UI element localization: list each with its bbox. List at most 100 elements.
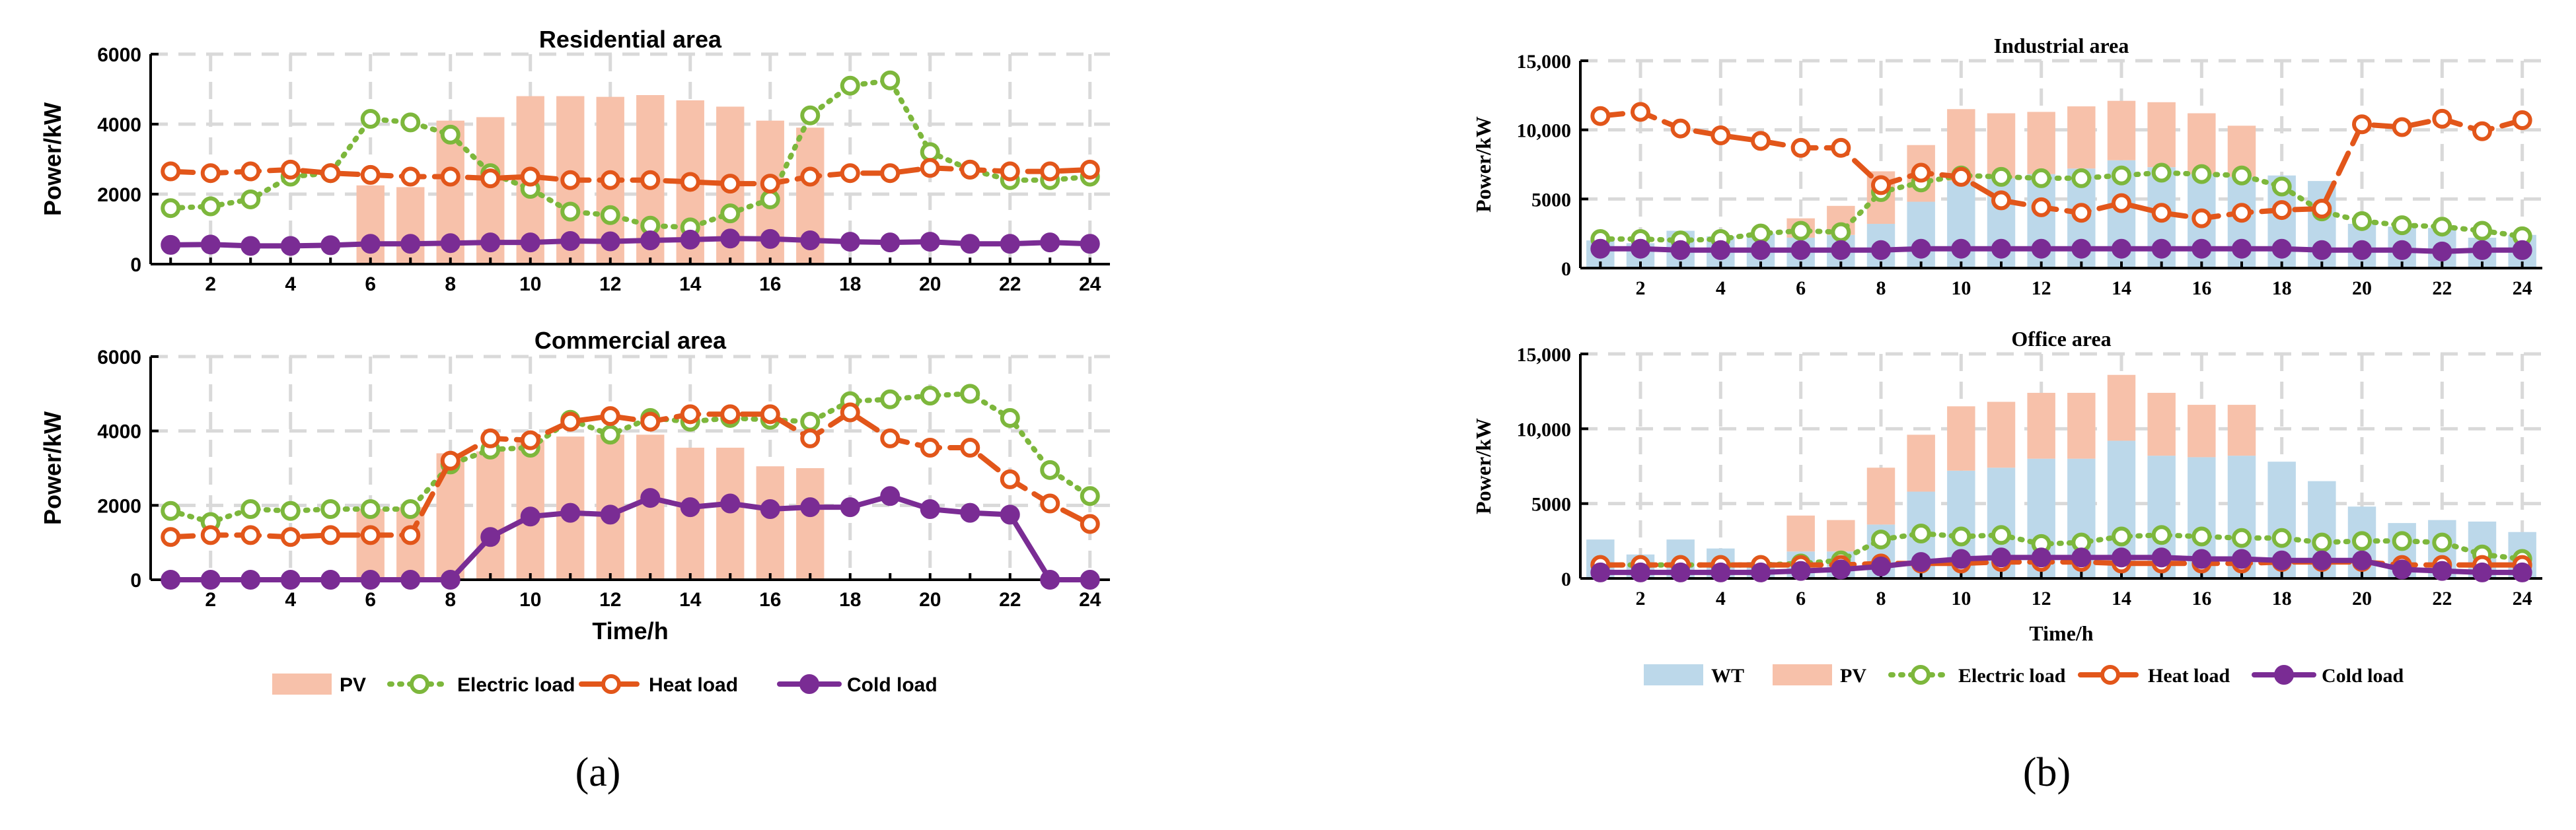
point-electric-load bbox=[2271, 176, 2292, 197]
bar-pv bbox=[2067, 106, 2096, 169]
legend-item-cold-load: Cold load bbox=[777, 674, 938, 696]
point-heat-load bbox=[1711, 125, 1731, 146]
point-heat-load bbox=[2071, 203, 2092, 223]
point-electric-load bbox=[2191, 526, 2212, 547]
x-tick-label: 4 bbox=[285, 589, 296, 611]
point-heat-load bbox=[1751, 131, 1771, 151]
x-tick-label: 6 bbox=[1796, 588, 1806, 609]
point-cold-load bbox=[720, 228, 741, 249]
point-heat-load bbox=[2392, 117, 2412, 137]
point-cold-load bbox=[640, 488, 661, 508]
x-tick-label: 20 bbox=[2352, 588, 2372, 609]
x-tick-label: 18 bbox=[2272, 588, 2292, 609]
x-tick-label: 8 bbox=[1876, 277, 1886, 299]
point-heat-load bbox=[440, 450, 460, 471]
x-tick-label: 12 bbox=[2032, 277, 2051, 299]
point-cold-load bbox=[360, 234, 381, 254]
line-heat-load bbox=[1598, 109, 2525, 221]
series-cold-load bbox=[161, 228, 1100, 256]
x-tick-label: 22 bbox=[999, 273, 1021, 295]
point-electric-load bbox=[2191, 164, 2212, 184]
point-cold-load bbox=[880, 232, 901, 253]
point-cold-load bbox=[2392, 240, 2412, 260]
point-electric-load bbox=[1751, 223, 1771, 244]
x-tick-label: 24 bbox=[2513, 588, 2532, 609]
x-tick-label: 10 bbox=[1951, 588, 1971, 609]
point-heat-load bbox=[600, 170, 620, 190]
legend-item-cold-load: Cold load bbox=[2252, 665, 2404, 687]
point-heat-load bbox=[400, 166, 421, 187]
x-tick-label: 2 bbox=[1636, 277, 1646, 299]
point-heat-load bbox=[600, 406, 620, 427]
point-cold-load bbox=[1751, 562, 1771, 582]
x-tick-label: 16 bbox=[759, 589, 781, 611]
point-cold-load bbox=[2232, 549, 2252, 569]
y-tick-label: 0 bbox=[1561, 258, 1571, 280]
y-tick-label: 10,000 bbox=[1517, 419, 1572, 440]
x-tick-label: 10 bbox=[519, 273, 541, 295]
x-tick-label: 14 bbox=[2112, 588, 2131, 609]
point-heat-load bbox=[320, 525, 341, 545]
x-tick-label: 16 bbox=[2191, 277, 2211, 299]
x-tick-label: 24 bbox=[1079, 273, 1101, 295]
point-heat-load bbox=[1911, 162, 1931, 183]
x-tick-label: 10 bbox=[1951, 277, 1971, 299]
point-cold-load bbox=[560, 231, 581, 252]
point-heat-load bbox=[880, 163, 901, 184]
point-cold-load bbox=[560, 502, 581, 523]
line-electric-load bbox=[1598, 170, 2525, 244]
point-cold-load bbox=[2512, 240, 2532, 260]
point-cold-load bbox=[1790, 561, 1811, 581]
point-cold-load bbox=[2151, 547, 2172, 568]
panel-label-b: (b) bbox=[2023, 750, 2071, 795]
point-cold-load bbox=[1590, 238, 1611, 259]
point-heat-load bbox=[720, 404, 741, 425]
point-electric-load bbox=[2031, 168, 2051, 188]
point-cold-load bbox=[2432, 241, 2452, 261]
point-electric-load bbox=[560, 201, 581, 222]
point-cold-load bbox=[960, 502, 980, 523]
point-electric-load bbox=[2232, 165, 2252, 186]
y-tick-label: 6000 bbox=[97, 44, 141, 66]
line-cold-load bbox=[168, 236, 1093, 249]
point-heat-load bbox=[1670, 118, 1691, 139]
point-heat-load bbox=[480, 168, 501, 189]
point-heat-load bbox=[161, 161, 181, 182]
point-heat-load bbox=[240, 525, 261, 545]
point-cold-load bbox=[320, 570, 341, 590]
legend-b: WT PV Electric load Heat load Cold load bbox=[1644, 664, 2404, 687]
x-tick-label: 24 bbox=[2513, 277, 2532, 299]
bar-pv bbox=[2027, 112, 2055, 174]
point-electric-load bbox=[400, 112, 421, 133]
point-heat-load bbox=[1951, 166, 1971, 187]
point-electric-load bbox=[2392, 215, 2412, 236]
point-cold-load bbox=[760, 228, 780, 249]
point-electric-load bbox=[2151, 525, 2172, 545]
x-tick-label: 8 bbox=[445, 589, 456, 611]
point-heat-load bbox=[440, 166, 460, 187]
point-cold-load bbox=[240, 236, 261, 256]
point-heat-load bbox=[760, 174, 780, 194]
point-heat-load bbox=[2031, 197, 2051, 217]
point-heat-load bbox=[1590, 106, 1611, 126]
point-cold-load bbox=[2352, 550, 2372, 571]
point-electric-load bbox=[2392, 531, 2412, 551]
legend-marker-heat-load bbox=[2100, 665, 2120, 685]
point-heat-load bbox=[1000, 161, 1020, 182]
point-cold-load bbox=[1080, 234, 1100, 254]
bar-pv bbox=[716, 448, 745, 580]
point-cold-load bbox=[1871, 240, 1891, 260]
legend-swatch-pv bbox=[1773, 664, 1832, 685]
point-electric-load bbox=[600, 425, 620, 445]
point-heat-load bbox=[920, 438, 940, 458]
x-tick-label: 18 bbox=[839, 273, 861, 295]
point-heat-load bbox=[1080, 159, 1100, 180]
series-heat-load bbox=[161, 402, 1100, 547]
point-heat-load bbox=[240, 161, 261, 182]
bar-pv bbox=[476, 451, 505, 580]
y-tick-label: 4000 bbox=[97, 114, 141, 136]
x-tick-label: 12 bbox=[2032, 588, 2051, 609]
bar-pv bbox=[1786, 515, 1815, 552]
point-heat-load bbox=[720, 174, 741, 194]
point-cold-load bbox=[400, 234, 421, 254]
